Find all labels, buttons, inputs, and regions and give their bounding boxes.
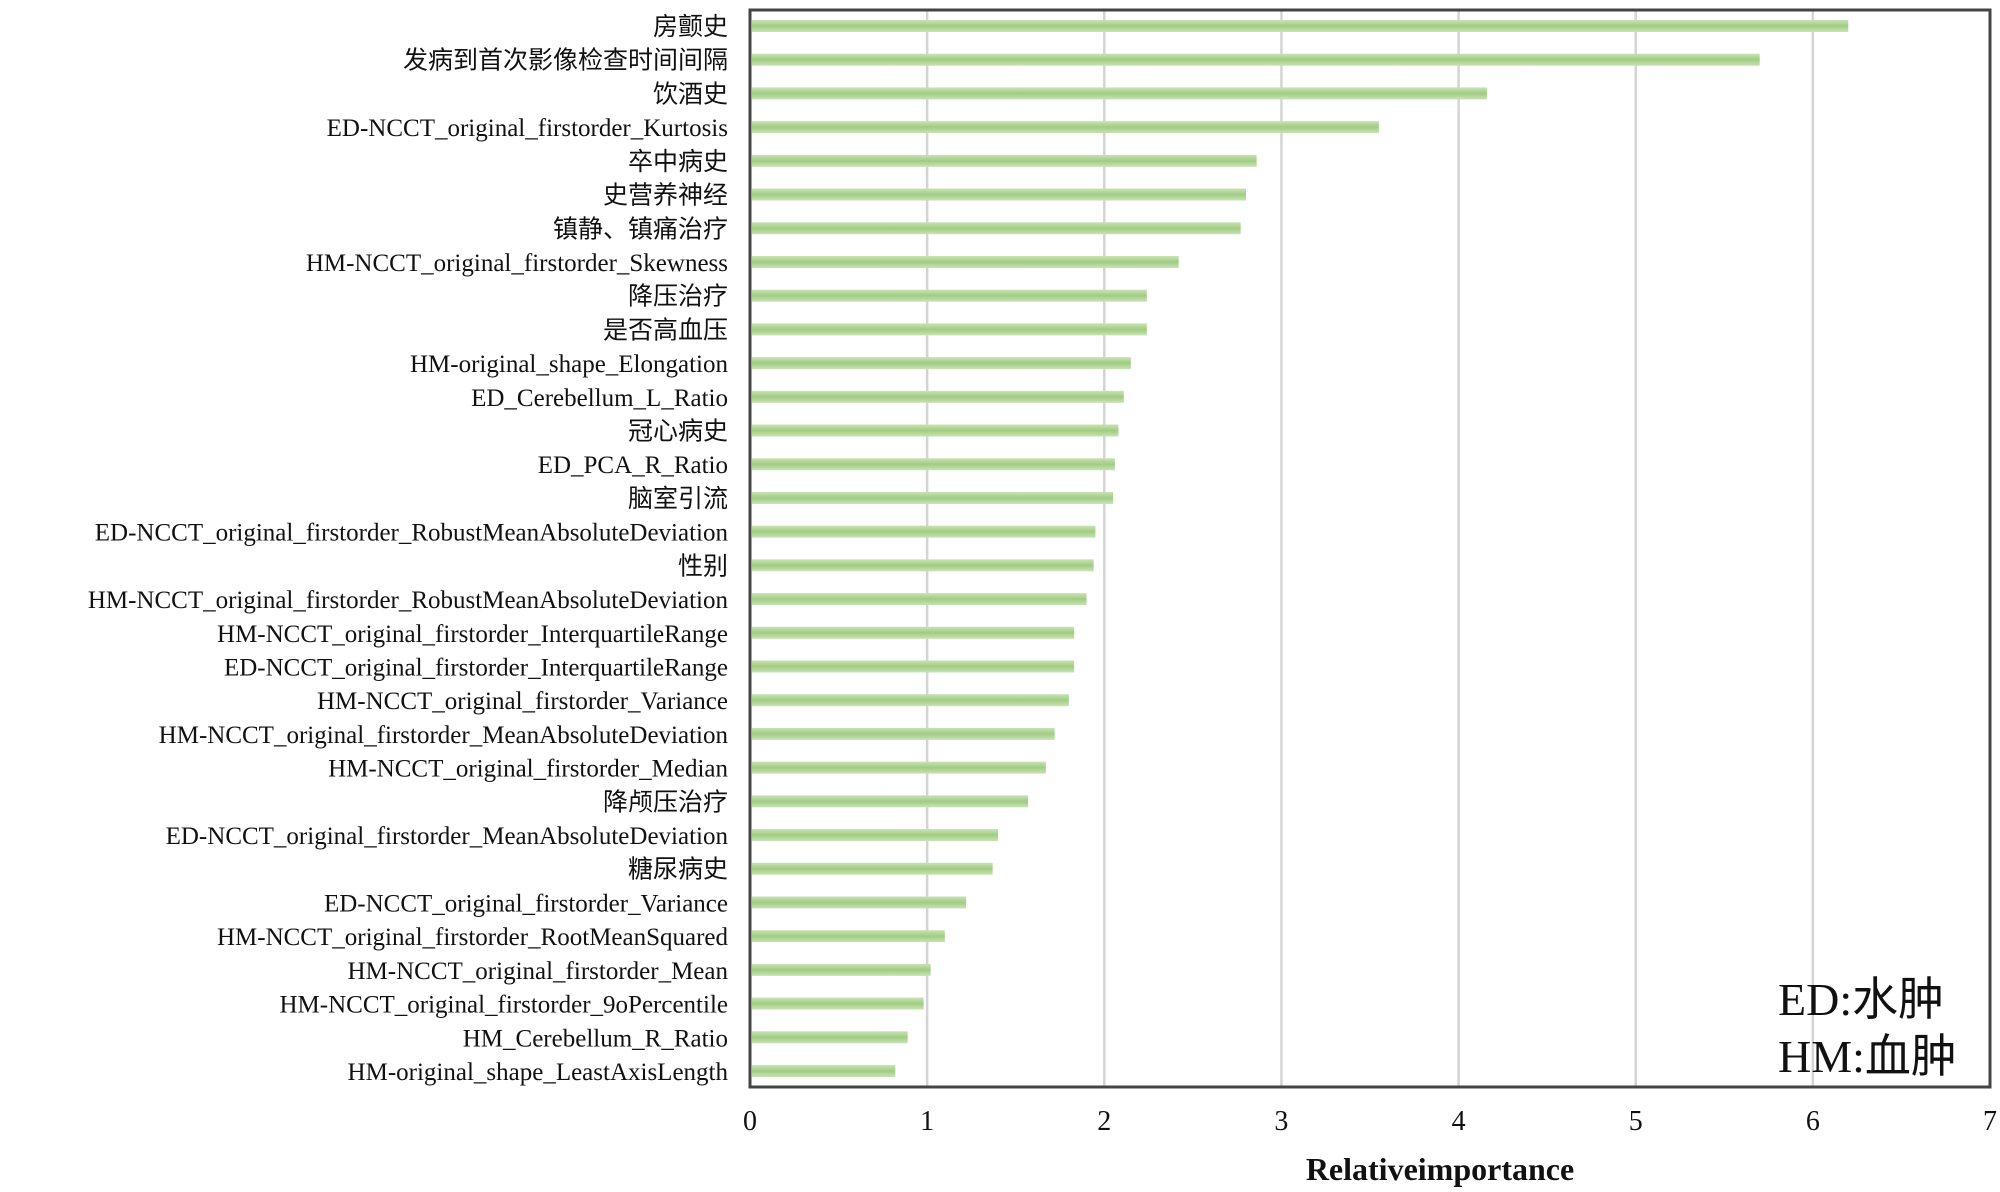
x-tick-label: 2 <box>1097 1106 1111 1137</box>
bar <box>752 829 998 842</box>
bar <box>752 20 1849 32</box>
bar <box>752 154 1257 167</box>
bar <box>752 559 1094 572</box>
bar <box>752 121 1379 134</box>
category-label: 冠心病史 <box>628 418 728 446</box>
grid-lines <box>925 10 1815 1087</box>
category-label: HM-NCCT_original_firstorder_Mean <box>348 958 729 985</box>
bar <box>752 357 1131 370</box>
bar <box>752 323 1147 336</box>
bar <box>752 761 1046 774</box>
x-tick-label: 5 <box>1629 1106 1643 1137</box>
category-label: HM-original_shape_LeastAxisLength <box>348 1059 729 1086</box>
category-label: ED_Cerebellum_L_Ratio <box>471 385 728 412</box>
bar <box>752 491 1114 504</box>
category-label: 发病到首次影像检查时间间隔 <box>403 47 728 75</box>
category-label: 是否高血压 <box>603 316 728 344</box>
bar <box>752 87 1487 100</box>
bar <box>752 390 1124 403</box>
x-tick-label: 1 <box>920 1106 934 1137</box>
annotation-ed: ED:水肿 <box>1778 974 1944 1025</box>
bar <box>752 626 1075 639</box>
category-label: HM-NCCT_original_firstorder_9oPercentile <box>279 992 728 1019</box>
category-label: HM-NCCT_original_firstorder_Variance <box>317 688 728 715</box>
category-label: ED-NCCT_original_firstorder_Interquartil… <box>224 654 728 681</box>
bar <box>752 188 1246 201</box>
annotation-hm: HM:血肿 <box>1778 1031 1957 1082</box>
bar <box>752 1031 908 1044</box>
bar <box>752 289 1147 302</box>
x-tick-label: 7 <box>1983 1106 1997 1137</box>
bar <box>752 660 1075 673</box>
bar <box>752 694 1069 707</box>
bar <box>752 795 1029 808</box>
x-tick-label: 6 <box>1806 1106 1820 1137</box>
bar <box>752 525 1096 538</box>
x-tick-label: 0 <box>743 1106 757 1137</box>
bar <box>752 862 993 875</box>
category-label: 降压治疗 <box>628 283 728 311</box>
category-label: 性别 <box>678 552 728 580</box>
bar <box>752 593 1087 606</box>
category-label: HM-NCCT_original_firstorder_Interquartil… <box>217 621 728 648</box>
category-label: ED-NCCT_original_firstorder_Variance <box>324 890 728 917</box>
category-label: ED_PCA_R_Ratio <box>538 452 728 479</box>
bars <box>752 20 1849 1077</box>
category-label: HM-NCCT_original_firstorder_RobustMeanAb… <box>88 587 729 614</box>
category-label: 房颤史 <box>653 13 728 41</box>
category-label: ED-NCCT_original_firstorder_RobustMeanAb… <box>95 520 729 547</box>
bar <box>752 53 1760 66</box>
bar <box>752 255 1179 268</box>
category-label: HM-NCCT_original_firstorder_Median <box>328 756 728 783</box>
category-label: 脑室引流 <box>628 485 728 513</box>
bar <box>752 997 924 1010</box>
x-tick-label: 3 <box>1274 1106 1288 1137</box>
bar <box>752 896 967 909</box>
category-label: 降颅压治疗 <box>603 788 728 816</box>
x-tick-label: 4 <box>1452 1106 1466 1137</box>
plot-frame <box>748 8 1992 1089</box>
category-label: 镇静、镇痛治疗 <box>553 215 728 243</box>
x-tick-labels: 0 1 2 3 4 5 6 7 <box>743 1106 1997 1137</box>
category-label: ED-NCCT_original_firstorder_MeanAbsolute… <box>166 823 729 850</box>
bar <box>752 963 931 976</box>
bar <box>752 727 1055 740</box>
bar <box>752 222 1241 235</box>
bar <box>752 930 945 943</box>
category-label: ED-NCCT_original_firstorder_Kurtosis <box>327 115 728 142</box>
bar <box>752 1065 896 1077</box>
category-label: 饮酒史 <box>653 80 728 108</box>
category-label: HM-NCCT_original_firstorder_Skewness <box>306 250 728 277</box>
x-axis-label: Relativeimportance <box>1306 1151 1574 1187</box>
category-label: HM-NCCT_original_firstorder_RootMeanSqua… <box>217 924 729 951</box>
category-label: 史营养神经 <box>603 182 728 210</box>
category-label: HM-NCCT_original_firstorder_MeanAbsolute… <box>159 722 729 749</box>
category-label: 糖尿病史 <box>628 856 728 884</box>
category-label: HM-original_shape_Elongation <box>410 351 728 378</box>
category-label: HM_Cerebellum_R_Ratio <box>463 1025 728 1052</box>
category-label: 卒中病史 <box>628 148 728 176</box>
bar <box>752 424 1119 437</box>
bar <box>752 458 1115 471</box>
